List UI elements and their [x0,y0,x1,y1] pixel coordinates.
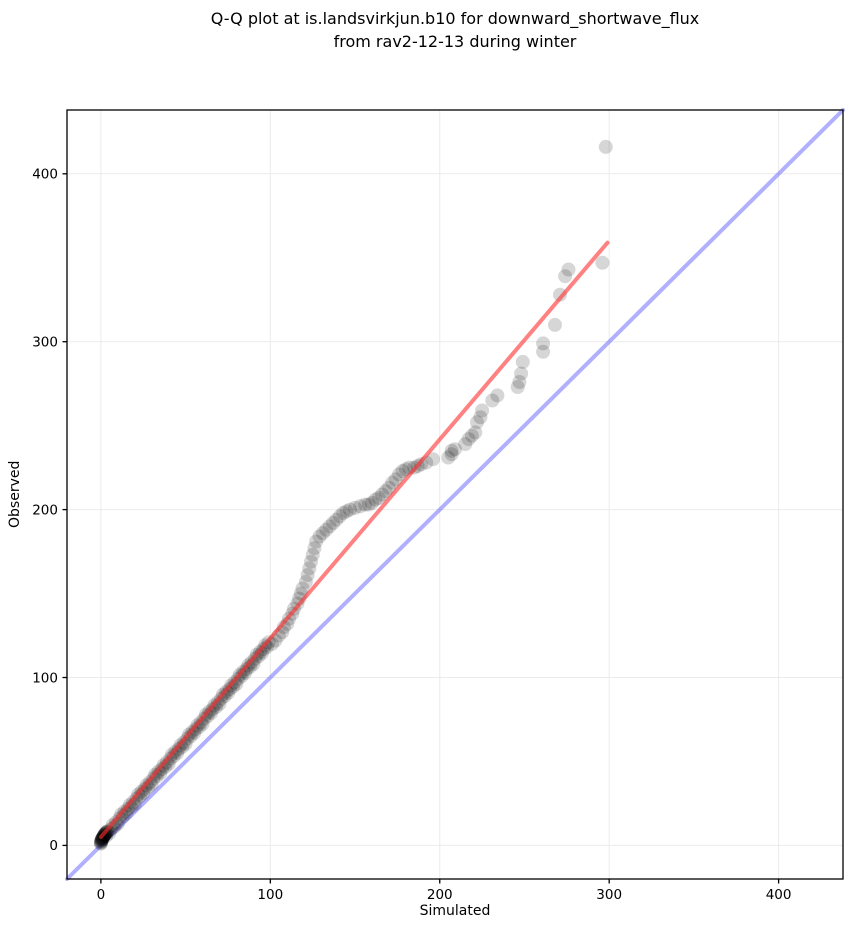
y-tick-label: 100 [32,670,58,686]
y-axis: 0 100 200 300 400 [32,167,67,854]
y-axis-label: Observed [7,460,23,529]
x-tick-label: 300 [596,887,622,903]
identity-line [65,108,845,881]
grid-lines [67,110,843,879]
chart-title: Q-Q plot at is.landsvirkjun.b10 for down… [67,7,843,53]
y-tick-label: 300 [32,335,58,351]
fit-line [98,240,610,840]
chart-title-line1: Q-Q plot at is.landsvirkjun.b10 for down… [210,9,700,28]
plot-border [66,109,844,880]
x-tick-label: 0 [97,887,106,903]
y-tick-label: 200 [32,502,58,518]
y-tick-label: 0 [49,838,58,854]
x-axis: 0 100 200 300 400 [97,879,792,903]
x-tick-label: 400 [766,887,792,903]
x-tick-label: 100 [257,887,283,903]
y-tick-label: 400 [32,167,58,183]
chart-title-line2: from rav2-12-13 during winter [333,32,577,51]
x-tick-label: 200 [427,887,453,903]
x-axis-label: Simulated [419,903,491,919]
